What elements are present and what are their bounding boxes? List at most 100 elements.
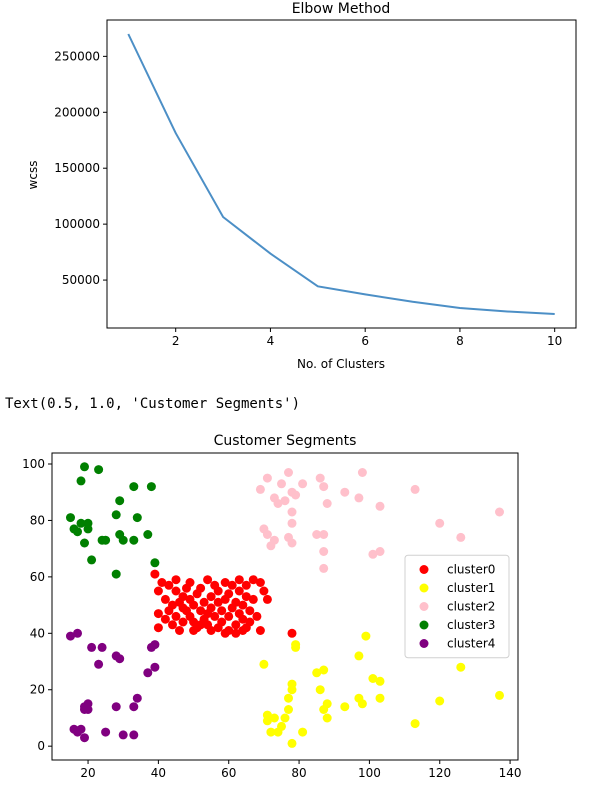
segments-frame [51, 452, 519, 761]
cluster0-point [234, 586, 244, 596]
cluster1-point [361, 631, 371, 641]
cluster4-point [83, 705, 93, 714]
cluster0-point [153, 586, 163, 596]
segments-y-tick-label: 80 [30, 513, 45, 527]
cluster2-point [315, 473, 325, 483]
cluster0-point [259, 586, 269, 596]
cluster1-point [368, 674, 378, 683]
segments-x-tick-label: 20 [80, 766, 95, 780]
cluster1-point [375, 676, 385, 686]
legend-label-cluster3: cluster3 [447, 618, 495, 632]
cluster2-point [410, 484, 420, 494]
segments-legend-box [404, 554, 510, 659]
cluster1-point [266, 727, 276, 737]
cluster3-point [132, 513, 142, 523]
cluster1-point [319, 665, 329, 675]
cluster4-point [129, 702, 139, 712]
cluster4-point [115, 654, 125, 664]
cluster2-point [298, 479, 308, 489]
cluster3-point [83, 518, 93, 528]
cluster3-point [101, 535, 111, 545]
cluster2-point [269, 535, 279, 545]
cluster1-point [280, 713, 290, 723]
cluster3-point [115, 496, 125, 506]
segments-x-tick-label: 100 [358, 766, 381, 780]
cluster0-point [175, 626, 184, 635]
segments-chart-title: Customer Segments [214, 433, 357, 449]
cluster2-point [354, 493, 364, 503]
cluster2-point [435, 518, 445, 528]
legend-marker-cluster4 [419, 639, 429, 648]
cluster4-point [143, 668, 153, 678]
cluster4-point [97, 642, 107, 652]
cluster0-point [206, 626, 216, 635]
cluster3-point [76, 476, 86, 486]
elbow-y-tick-label: 100000 [54, 217, 100, 231]
cluster1-point [291, 640, 301, 650]
legend-marker-cluster0 [419, 565, 429, 574]
cluster2-point [322, 499, 332, 508]
elbow-y-axis-label: wcss [26, 161, 40, 190]
segments-y-tick-label: 100 [22, 457, 45, 471]
cluster0-point [287, 628, 297, 638]
cluster0-point [160, 594, 170, 604]
cell-output-text: Text(0.5, 1.0, 'Customer Segments') [5, 396, 301, 412]
cluster0-point [231, 597, 241, 607]
cluster4-point [101, 727, 111, 737]
cluster3-point [80, 538, 89, 548]
cluster3-point [150, 558, 160, 568]
cluster0-point [231, 628, 241, 638]
cluster0-point [245, 606, 255, 616]
segments-x-tick-label: 40 [151, 766, 166, 780]
cluster0-point [238, 614, 248, 624]
cluster1-point [269, 713, 279, 723]
cluster1-point [284, 693, 293, 703]
cluster2-point [277, 479, 286, 489]
legend-marker-cluster1 [419, 583, 429, 593]
elbow-frame [106, 19, 577, 329]
cluster0-point [245, 617, 255, 627]
cluster4-point [150, 662, 160, 672]
cluster3-point [94, 465, 104, 475]
segments-y-tick-label: 20 [30, 683, 45, 697]
cluster0-point [213, 586, 223, 596]
cluster0-point [255, 626, 265, 635]
cluster0-point [164, 580, 174, 590]
cluster3-point [76, 518, 86, 528]
cluster0-point [150, 569, 160, 579]
cluster0-point [217, 617, 227, 627]
segments-chart: Customer Segments 20 40 60 80 100 120 140 0 20 40… [22, 433, 522, 780]
segments-x-tick-label: 140 [499, 766, 522, 780]
cluster0-point [178, 617, 188, 627]
cluster0-point [220, 628, 230, 638]
cluster0-point [196, 606, 206, 616]
cluster1-point [375, 693, 385, 703]
cluster0-point [227, 580, 237, 590]
cluster0-point [203, 575, 213, 585]
cluster1-point [456, 662, 466, 672]
cluster4-point [111, 702, 121, 712]
cluster2-point [262, 473, 272, 483]
cluster2-point [287, 538, 297, 548]
cluster3-point [143, 530, 153, 539]
cluster2-point [319, 530, 329, 539]
cluster1-point [259, 659, 269, 669]
cluster0-point [252, 611, 262, 621]
cluster3-point [129, 482, 139, 492]
cluster1-point [287, 738, 297, 748]
cluster0-point [160, 614, 170, 624]
cluster3-point [111, 569, 121, 579]
elbow-series-line [127, 33, 555, 315]
cluster2-point [375, 501, 385, 511]
cluster0-point [153, 623, 163, 633]
cluster1-point [262, 716, 272, 726]
cluster1-point [435, 696, 445, 706]
cluster0-point [153, 609, 163, 619]
cluster2-point [255, 484, 265, 494]
elbow-x-tick-label: 2 [172, 334, 180, 348]
cluster0-point [241, 580, 251, 590]
elbow-x-tick-label: 4 [267, 334, 275, 348]
segments-x-tick-label: 80 [291, 766, 306, 780]
cluster1-point [277, 721, 286, 731]
cluster4-point [87, 642, 97, 652]
